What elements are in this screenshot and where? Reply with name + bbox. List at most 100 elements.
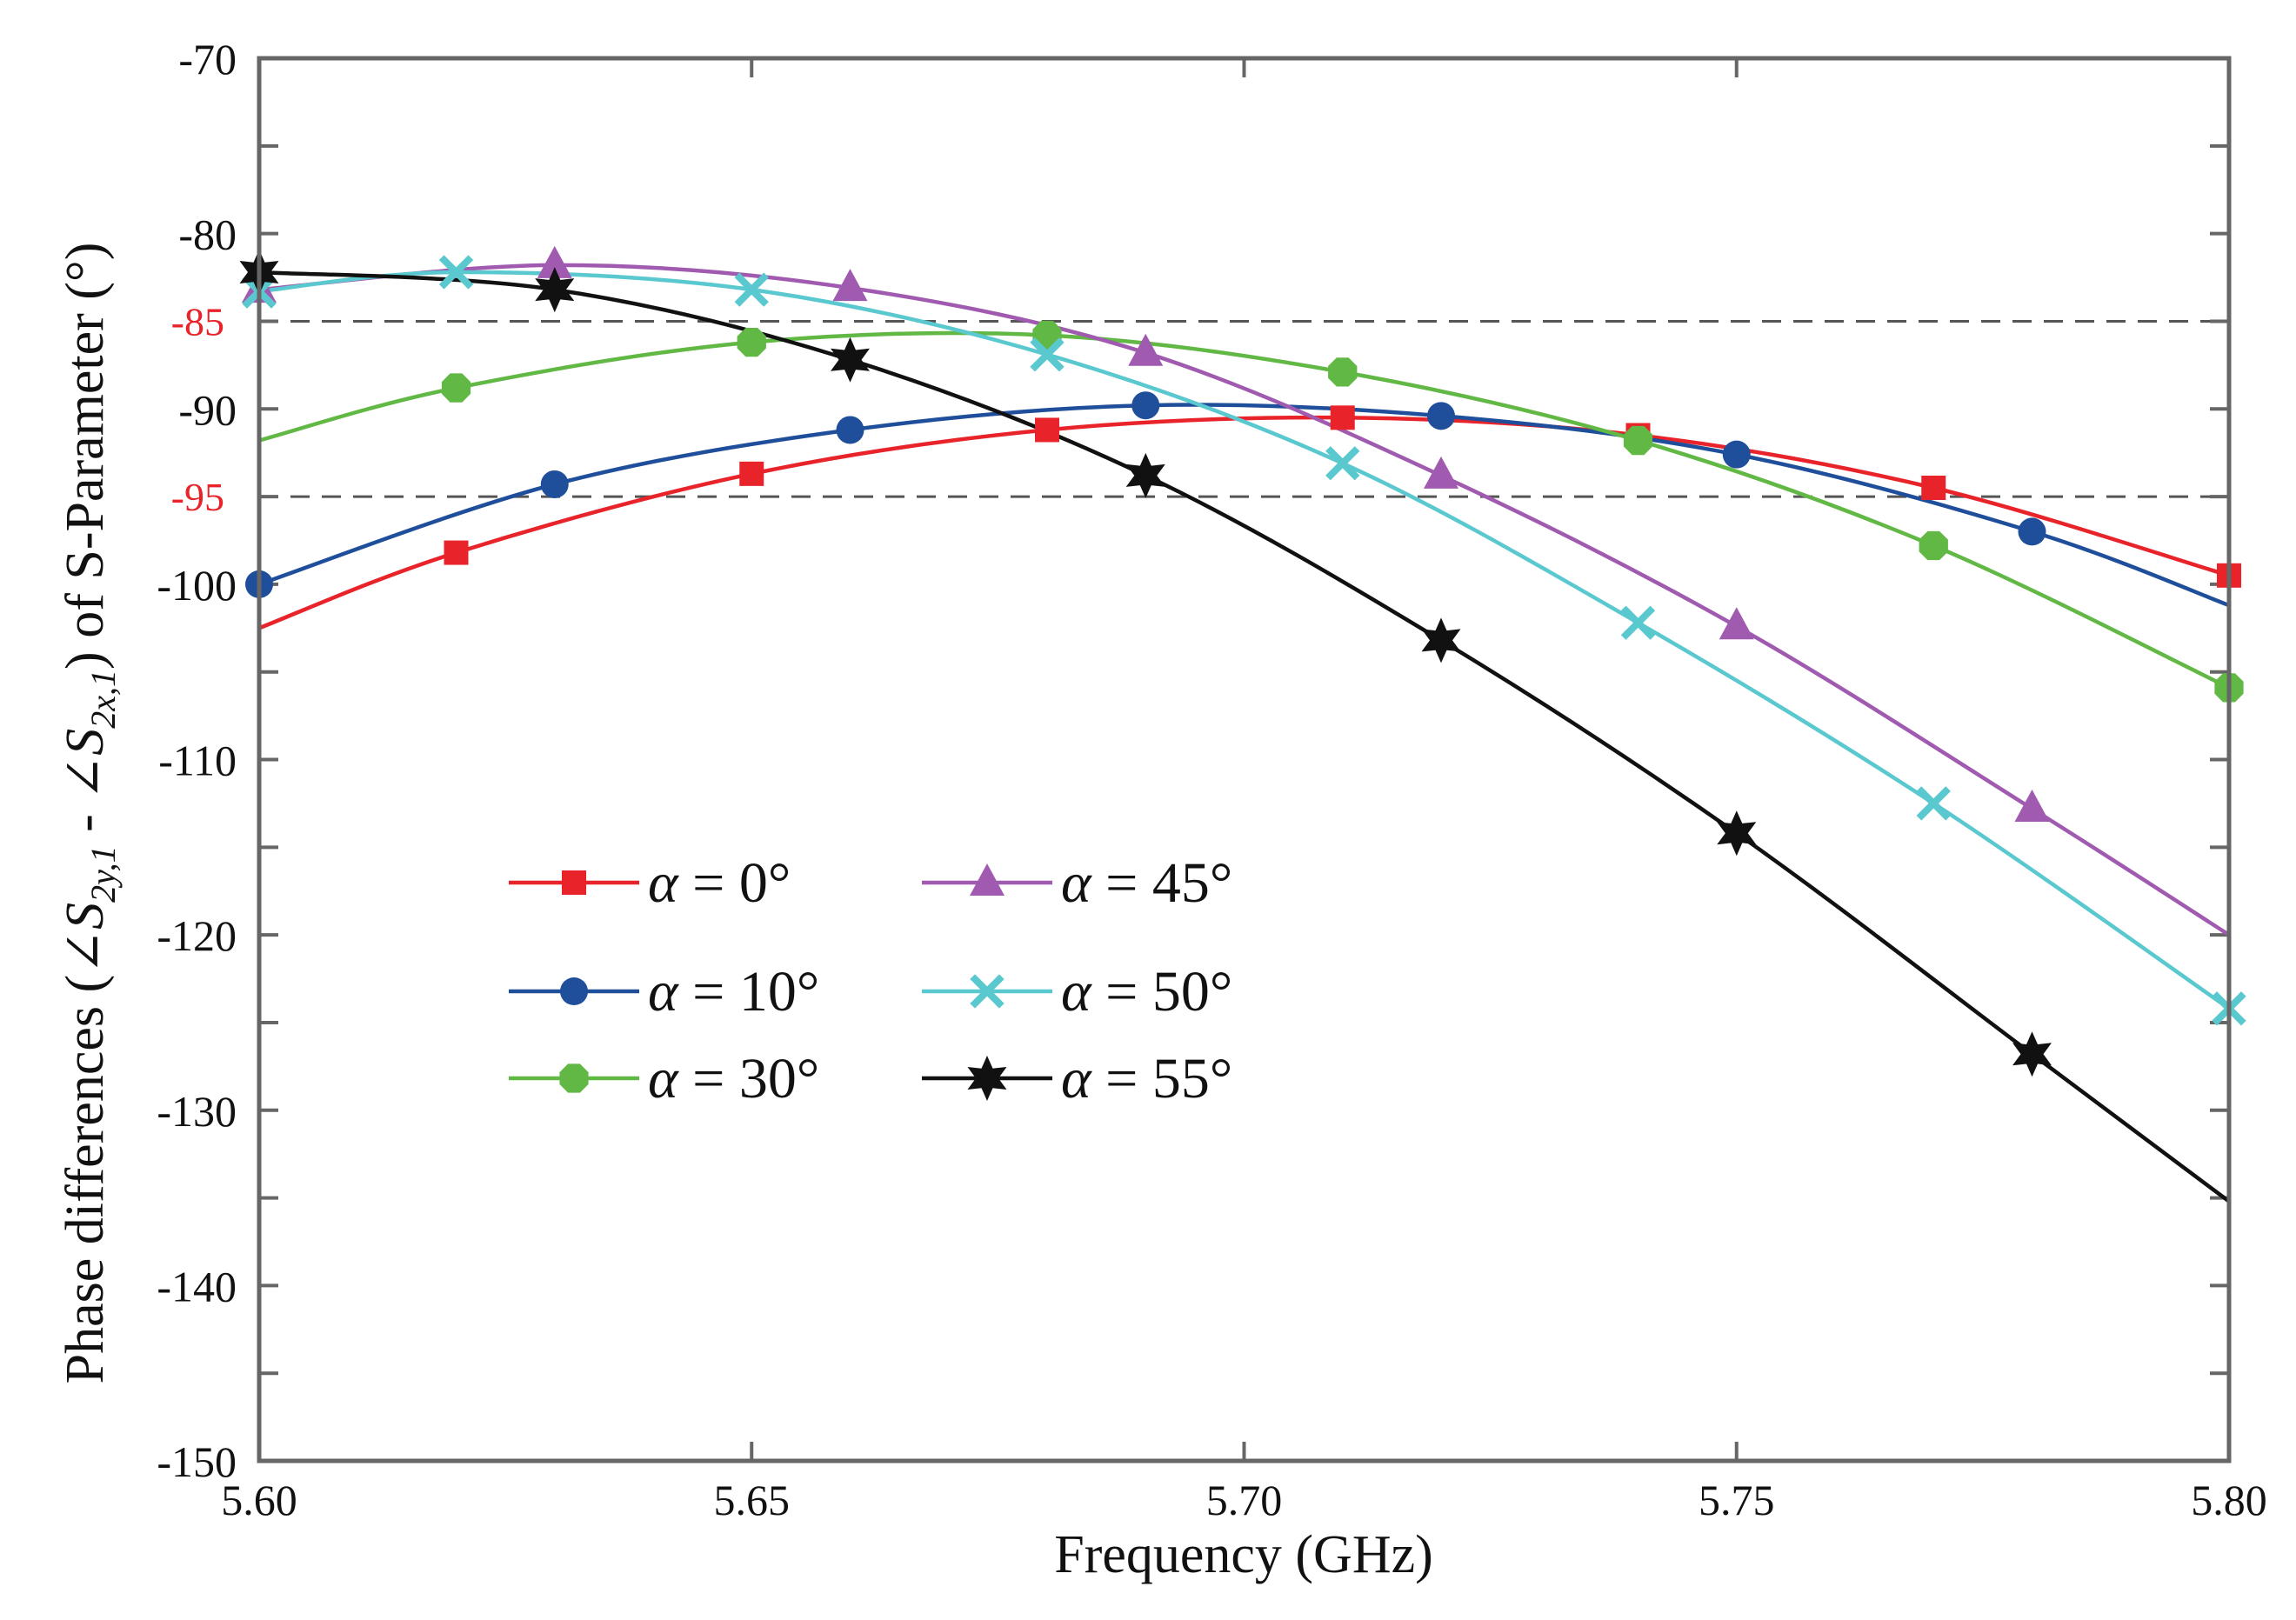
- reference-line-label-1: -95: [171, 475, 224, 519]
- reference-line-label-0: -85: [171, 299, 224, 343]
- legend-label: α = 50°: [1061, 960, 1232, 1023]
- legend-alpha: α: [648, 851, 679, 915]
- legend-entry: α = 50°: [922, 960, 1232, 1023]
- series-3-point: [2014, 789, 2050, 822]
- series-1-point: [1722, 440, 1751, 469]
- series-2-point: [1623, 425, 1653, 456]
- angle-symbol-2: ∠: [56, 756, 115, 801]
- series-1-point: [1131, 391, 1160, 420]
- series-0-point: [1035, 417, 1059, 443]
- legend-alpha: α: [1061, 960, 1092, 1023]
- y-tick-label: -90: [178, 385, 237, 434]
- series-2-point: [737, 328, 766, 357]
- legend-value: = 30°: [678, 1047, 820, 1110]
- legend-entry: α = 55°: [922, 1047, 1232, 1110]
- y-axis-title-prefix: Phase differences (: [56, 975, 115, 1384]
- series-line-2: [258, 330, 2230, 690]
- legend-marker: [967, 1056, 1007, 1101]
- x-tick-label: 5.75: [1699, 1476, 1775, 1524]
- legend-entry: α = 0°: [509, 851, 791, 915]
- series-5-point: [1717, 810, 1757, 857]
- reference-line-labels: -85 -95: [171, 299, 224, 519]
- series-4-point: [1325, 446, 1360, 481]
- legend-value: = 10°: [678, 960, 820, 1023]
- series-4-point: [734, 272, 769, 307]
- series-5-point: [1421, 617, 1461, 663]
- series-3-point: [537, 245, 572, 278]
- series-4-point: [1916, 786, 1951, 821]
- series-5-point: [831, 337, 870, 383]
- legend-label: α = 10°: [648, 960, 819, 1023]
- series-4-point: [1030, 337, 1065, 372]
- legend-value: = 0°: [678, 851, 791, 915]
- y-tick-label: -130: [157, 1087, 237, 1136]
- y-tick-label: -80: [178, 210, 237, 259]
- legend-label: α = 30°: [648, 1047, 819, 1110]
- y-tick-label: -120: [157, 911, 237, 960]
- legend-value: = 50°: [1091, 960, 1233, 1023]
- y-tick-label: -70: [178, 35, 237, 83]
- series-lines: [258, 263, 2231, 1203]
- series-5-point: [2012, 1031, 2052, 1077]
- series-0-point: [444, 540, 469, 565]
- x-tick-label: 5.65: [714, 1476, 791, 1524]
- legend-value: = 55°: [1091, 1047, 1233, 1110]
- series-5-point: [535, 267, 575, 313]
- x-tick-label: 5.80: [2191, 1476, 2267, 1524]
- series-3-point: [832, 269, 868, 302]
- series-2-point: [441, 373, 471, 403]
- y-axis-title: Phase differences (∠S2y,1 - ∠S2x,1) of S…: [56, 243, 123, 1384]
- legend-entry: α = 30°: [509, 1047, 819, 1110]
- series-line-3: [258, 263, 2231, 937]
- y-tick-label: -100: [157, 561, 237, 610]
- legend-marker: [970, 863, 1004, 896]
- subscript-2: 2x,1: [83, 670, 123, 729]
- series-2-point: [1919, 530, 1948, 561]
- series-1-point: [836, 416, 864, 444]
- series-line-0: [258, 415, 2230, 630]
- s-letter-2: S: [56, 729, 115, 756]
- y-tick-label: -150: [157, 1437, 237, 1486]
- legend-label: α = 0°: [648, 851, 791, 915]
- legend: α = 0°α = 10°α = 30°α = 45°α = 50°α = 55…: [509, 851, 1232, 1110]
- legend-entry: α = 45°: [922, 851, 1232, 915]
- legend-alpha: α: [1061, 1047, 1092, 1110]
- series-0-point: [1330, 405, 1355, 430]
- legend-label: α = 45°: [1061, 851, 1232, 915]
- tick-labels: 5.60 5.65 5.70 5.75 5.80 -70 -80 -90 -100 -110 -12…: [157, 35, 2266, 1524]
- series-5-point: [1125, 452, 1165, 498]
- x-tick-label: 5.70: [1206, 1476, 1283, 1524]
- series-1-point: [1427, 402, 1455, 430]
- legend-marker: [560, 977, 588, 1005]
- series-4-point: [1620, 605, 1656, 640]
- series-4-point: [438, 255, 474, 290]
- subscript-1: 2y,1: [83, 845, 123, 903]
- legend-marker: [559, 1063, 589, 1093]
- series-0-point: [739, 461, 764, 486]
- reference-lines: [259, 319, 2229, 498]
- minus-sign: -: [56, 801, 115, 846]
- legend-entry: α = 10°: [509, 960, 819, 1023]
- legend-alpha: α: [1061, 851, 1092, 915]
- series-line-5: [258, 270, 2231, 1203]
- x-axis-title: Frequency (GHz): [1054, 1525, 1433, 1584]
- s-letter-1: S: [56, 903, 115, 930]
- series-3-point: [1128, 333, 1164, 366]
- y-axis-title-suffix: ) of S-Parameter (°): [56, 243, 115, 670]
- legend-value: = 45°: [1091, 851, 1233, 915]
- legend-marker: [970, 974, 1004, 1009]
- x-tick-label: 5.60: [221, 1476, 297, 1524]
- series-0-point: [1921, 475, 1946, 500]
- legend-label: α = 55°: [1061, 1047, 1232, 1110]
- series-1-point: [2018, 517, 2046, 546]
- series-3-point: [1719, 607, 1754, 640]
- series-line-1: [258, 403, 2230, 608]
- angle-symbol-1: ∠: [56, 930, 115, 975]
- series-3-point: [1424, 456, 1458, 489]
- legend-alpha: α: [648, 960, 679, 1023]
- series-2-point: [1328, 357, 1358, 387]
- y-tick-label: -140: [157, 1262, 237, 1310]
- legend-alpha: α: [648, 1047, 679, 1110]
- plot-frame: [257, 56, 2232, 1463]
